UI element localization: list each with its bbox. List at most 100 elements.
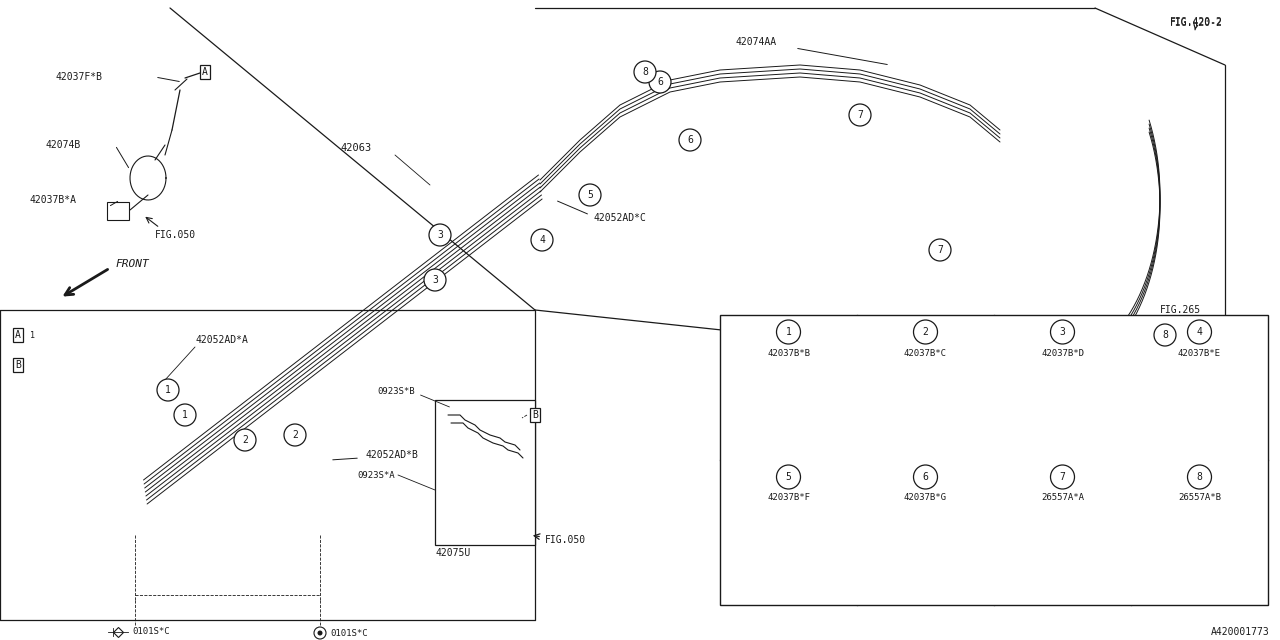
Circle shape: [1155, 324, 1176, 346]
Circle shape: [174, 404, 196, 426]
Text: A420001773: A420001773: [1211, 627, 1270, 637]
Text: 8: 8: [1197, 472, 1202, 482]
Bar: [1208, 367, 1222, 382]
Text: 42037B*D: 42037B*D: [1041, 349, 1084, 358]
Circle shape: [914, 320, 937, 344]
Text: 6: 6: [687, 135, 692, 145]
Circle shape: [649, 71, 671, 93]
Text: FIG.420-2: FIG.420-2: [1170, 17, 1222, 30]
Circle shape: [849, 104, 870, 126]
Text: 2: 2: [242, 435, 248, 445]
Text: 4: 4: [539, 235, 545, 245]
Text: 1: 1: [786, 327, 791, 337]
Text: 1: 1: [165, 385, 172, 395]
Text: 42037B*C: 42037B*C: [904, 349, 947, 358]
Text: 5: 5: [588, 190, 593, 200]
Text: 6: 6: [657, 77, 663, 87]
Circle shape: [777, 320, 800, 344]
Text: 0101S*C: 0101S*C: [132, 627, 170, 637]
Circle shape: [1188, 465, 1211, 489]
Text: 3: 3: [436, 230, 443, 240]
Bar: [901, 383, 950, 415]
Bar: [765, 367, 780, 382]
Circle shape: [429, 224, 451, 246]
Circle shape: [777, 465, 800, 489]
Bar: [764, 383, 813, 415]
Bar: [919, 367, 933, 382]
Text: 42037F*B: 42037F*B: [55, 72, 102, 82]
Circle shape: [317, 630, 323, 636]
Text: 2: 2: [923, 327, 928, 337]
Circle shape: [1188, 320, 1211, 344]
Bar: [901, 528, 950, 559]
Bar: [782, 367, 795, 382]
Text: 6: 6: [923, 472, 928, 482]
Circle shape: [157, 379, 179, 401]
Circle shape: [531, 229, 553, 251]
Bar: [1039, 367, 1053, 382]
Bar: [1176, 367, 1190, 382]
Bar: [765, 513, 780, 527]
Bar: [1175, 383, 1224, 415]
Text: B: B: [15, 360, 20, 370]
Bar: [1193, 367, 1207, 382]
Text: 0923S*A: 0923S*A: [357, 470, 396, 479]
Text: FIG.050: FIG.050: [155, 230, 196, 240]
Text: 42052AD*C: 42052AD*C: [593, 213, 646, 223]
Circle shape: [1051, 320, 1074, 344]
Text: 26557A*B: 26557A*B: [1178, 493, 1221, 502]
Text: FIG.050: FIG.050: [545, 535, 586, 545]
Bar: [1056, 367, 1070, 382]
Bar: [797, 367, 812, 382]
Text: 42074B: 42074B: [45, 140, 81, 150]
Text: 3: 3: [1060, 327, 1065, 337]
Text: 7: 7: [937, 245, 943, 255]
Text: 2: 2: [292, 430, 298, 440]
Text: 26557A*A: 26557A*A: [1041, 493, 1084, 502]
Circle shape: [634, 61, 657, 83]
Bar: [719, 315, 1268, 605]
Text: 0101S*C: 0101S*C: [330, 628, 367, 637]
Bar: [934, 367, 948, 382]
Circle shape: [1051, 465, 1074, 489]
Text: 1: 1: [29, 330, 35, 339]
Text: 0923S*B: 0923S*B: [378, 387, 415, 397]
Text: 42063: 42063: [340, 143, 371, 153]
Text: 7: 7: [858, 110, 863, 120]
Text: A: A: [202, 67, 207, 77]
Circle shape: [579, 184, 602, 206]
Text: 8: 8: [643, 67, 648, 77]
Text: FIG.265: FIG.265: [1160, 305, 1201, 315]
Text: 42037B*B: 42037B*B: [767, 349, 810, 358]
Text: 42075U: 42075U: [435, 548, 470, 558]
Text: 5: 5: [786, 472, 791, 482]
Circle shape: [914, 465, 937, 489]
Circle shape: [678, 129, 701, 151]
Bar: [435, 400, 535, 545]
Text: FRONT: FRONT: [115, 259, 148, 269]
Text: 42037B*E: 42037B*E: [1178, 349, 1221, 358]
Bar: [797, 513, 812, 527]
Bar: [934, 513, 948, 527]
Text: 42037B*A: 42037B*A: [29, 195, 77, 205]
Bar: [1192, 561, 1207, 569]
Text: 7: 7: [1060, 472, 1065, 482]
Circle shape: [929, 239, 951, 261]
Text: 42037B*F: 42037B*F: [767, 493, 810, 502]
Circle shape: [234, 429, 256, 451]
Text: 42074AA: 42074AA: [735, 37, 776, 47]
Text: 42037B*G: 42037B*G: [904, 493, 947, 502]
Bar: [902, 513, 916, 527]
Circle shape: [284, 424, 306, 446]
Bar: [1071, 367, 1085, 382]
Circle shape: [424, 269, 445, 291]
Text: FIG.420-2: FIG.420-2: [1170, 18, 1222, 28]
Bar: [1038, 383, 1087, 415]
Bar: [902, 367, 916, 382]
Text: 42052AD*B: 42052AD*B: [365, 450, 417, 460]
Bar: [782, 513, 795, 527]
Bar: [919, 513, 933, 527]
Text: 8: 8: [1162, 330, 1167, 340]
Text: 42052AD*A: 42052AD*A: [195, 335, 248, 345]
Bar: [764, 528, 813, 559]
